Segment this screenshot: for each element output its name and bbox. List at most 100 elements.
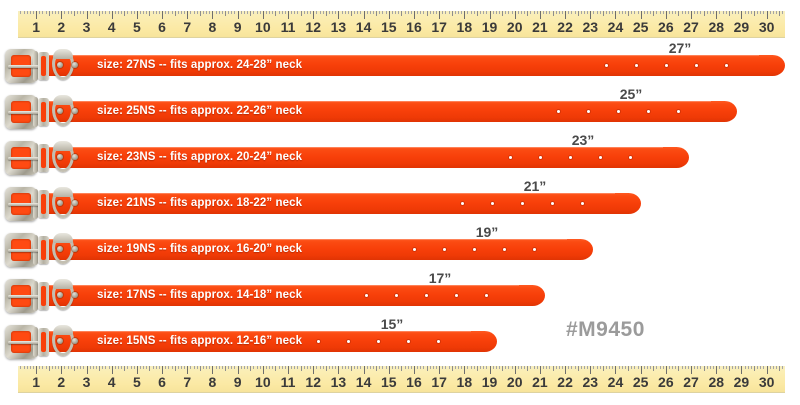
ruler-tick-major — [313, 366, 315, 374]
ruler-tick-major — [262, 366, 264, 374]
ruler-tick-minor — [117, 366, 119, 369]
ruler-number: 9 — [233, 19, 242, 35]
ruler-tick-minor — [196, 11, 198, 14]
ruler-tick-minor — [662, 11, 664, 14]
ruler-tick-half — [174, 366, 176, 371]
ruler-tick-minor — [102, 366, 104, 369]
ruler-tick-minor — [155, 366, 157, 369]
ruler-tick-minor — [684, 366, 686, 369]
ruler-tick-minor — [105, 11, 107, 14]
ruler-tick-minor — [328, 366, 330, 369]
ruler-number: 24 — [607, 374, 624, 390]
ruler-tick-minor — [221, 366, 223, 369]
ruler-tick-minor — [45, 11, 47, 14]
ruler-tick-major — [766, 11, 768, 19]
ruler-tick-minor — [533, 11, 535, 14]
ruler-tick-minor — [269, 366, 271, 369]
ruler-tick-minor — [656, 366, 658, 369]
ruler-tick-major — [741, 366, 743, 374]
ruler-tick-half — [73, 366, 75, 371]
ruler-tick-minor — [265, 11, 267, 14]
ruler-tick-minor — [763, 366, 765, 369]
ruler-number: 14 — [355, 374, 372, 390]
ruler-tick-half — [426, 11, 428, 16]
ruler-number: 18 — [456, 374, 473, 390]
collar-strap — [18, 193, 619, 214]
ruler-tick-half — [401, 11, 403, 16]
ruler-number: 29 — [733, 374, 750, 390]
collar-size-label: size: 23NS -- fits approx. 20-24” neck — [97, 151, 303, 163]
ruler-tick-major — [262, 11, 264, 19]
ruler-tick-major — [439, 366, 441, 374]
ruler-tick-minor — [618, 11, 620, 14]
ruler-tick-minor — [747, 11, 749, 14]
collar-row: size: 25NS -- fits approx. 22-26” neck 25… — [0, 86, 800, 134]
ruler-tick-minor — [39, 11, 41, 14]
collar-length-label: 17” — [428, 270, 452, 286]
ruler-tick-minor — [719, 11, 721, 14]
ruler-tick-minor — [70, 366, 72, 369]
ruler-tick-minor — [508, 11, 510, 14]
ruler-tick-minor — [769, 366, 771, 369]
ruler-tick-minor — [480, 366, 482, 369]
ruler-tick-minor — [508, 366, 510, 369]
ruler-tick-half — [48, 366, 50, 371]
ruler-number: 17 — [431, 19, 447, 35]
ruler-tick-minor — [659, 11, 661, 14]
ruler-tick-minor — [483, 11, 485, 14]
ruler-tick-major — [237, 366, 239, 374]
ruler-tick-minor — [757, 11, 759, 14]
ruler-tick-minor — [555, 11, 557, 14]
buckle-keeper — [38, 282, 49, 310]
ruler-tick-minor — [391, 11, 393, 14]
ruler-tick-minor — [722, 11, 724, 14]
ruler-tick-minor — [64, 11, 66, 14]
ruler-tick-minor — [599, 366, 601, 369]
ruler-tick-major — [111, 11, 113, 19]
collar-adjustment-hole — [443, 248, 446, 251]
ruler-tick-half — [703, 366, 705, 371]
ruler-tick-minor — [436, 11, 437, 14]
ruler-tick-minor — [51, 11, 53, 14]
ruler-tick-half — [325, 11, 327, 16]
ruler-tick-minor — [265, 366, 267, 369]
collar-adjustment-hole — [551, 202, 554, 205]
ruler-tick-minor — [631, 11, 633, 14]
ruler-number: 30 — [758, 19, 775, 35]
ruler-tick-minor — [67, 366, 69, 369]
ruler-tick-minor — [369, 11, 371, 14]
ruler-tick-minor — [461, 11, 463, 14]
ruler-number: 22 — [557, 374, 573, 390]
ruler-tick-minor — [524, 366, 526, 369]
ruler-tick-minor — [492, 11, 494, 14]
collar-row: size: 19NS -- fits approx. 16-20” neck 19… — [0, 224, 800, 272]
ruler-tick-half — [124, 11, 126, 16]
ruler-tick-minor — [152, 366, 154, 369]
ruler-tick-minor — [687, 366, 689, 369]
ruler-tick-minor — [240, 366, 242, 369]
buckle-keeper-inner — [41, 102, 46, 122]
collar-rivet — [57, 338, 63, 344]
ruler-tick-minor — [442, 11, 444, 14]
collar-adjustment-hole — [473, 248, 476, 251]
ruler-tick-minor — [448, 366, 450, 369]
ruler-tick-half — [703, 11, 705, 16]
ruler-tick-minor — [687, 11, 689, 14]
ruler-tick-minor — [344, 366, 346, 369]
ruler-tick-minor — [769, 11, 771, 14]
collar-rivet — [57, 200, 63, 206]
ruler-tick-minor — [631, 366, 633, 369]
ruler-tick-minor — [42, 366, 44, 369]
ruler-tick-minor — [70, 11, 72, 14]
ruler-tick-half — [527, 11, 529, 16]
ruler-tick-half — [250, 366, 252, 371]
ruler-tick-minor — [117, 11, 119, 14]
ruler-tick-minor — [193, 366, 195, 369]
ruler-tick-minor — [706, 366, 708, 369]
ruler-tick-major — [61, 11, 63, 19]
ruler-tick-minor — [108, 11, 110, 14]
ruler-top-numbers: 1 2 3 4 5 6 7 8 9 10 11 12 13 14 15 16 17 18 19 20 21 22 23 24 2… — [18, 18, 785, 37]
buckle-keeper-inner — [41, 56, 46, 76]
collar-rivet — [72, 62, 78, 68]
ruler-tick-major — [691, 366, 693, 374]
